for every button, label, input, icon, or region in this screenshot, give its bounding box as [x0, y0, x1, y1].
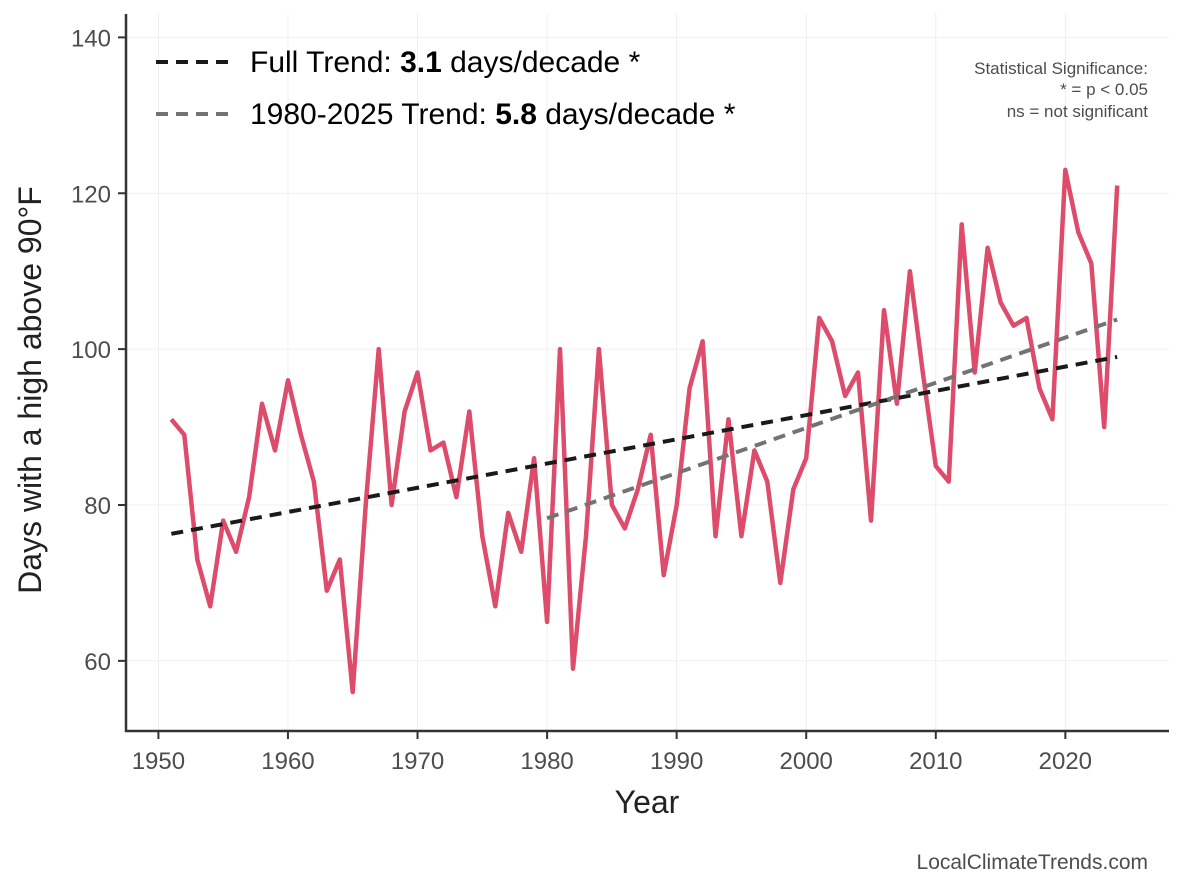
y-tick-label-140: 140	[71, 25, 111, 52]
legend-recent-trend-value: 5.8	[495, 98, 537, 131]
legend-full-trend-value: 3.1	[400, 46, 442, 79]
legend-full-trend-prefix: Full Trend:	[250, 46, 400, 79]
x-tick-label-1970: 1970	[391, 748, 444, 775]
legend: Full Trend: 3.1 days/decade * 1980-2025 …	[156, 46, 736, 131]
y-axis-title: Days with a high above 90°F	[12, 186, 48, 594]
y-tick-label-80: 80	[84, 493, 111, 520]
x-tick-label-1990: 1990	[650, 748, 703, 775]
series-line-0	[169, 167, 1120, 695]
x-tick-label-1980: 1980	[520, 748, 573, 775]
recent-trend-line	[546, 317, 1118, 521]
x-tick-label-2010: 2010	[909, 748, 962, 775]
significance-star: * = p < 0.05	[1060, 80, 1148, 99]
x-tick-label-2000: 2000	[780, 748, 833, 775]
axes	[124, 14, 1169, 733]
legend-full-trend-label: Full Trend: 3.1 days/decade *	[250, 46, 641, 79]
legend-recent-trend-prefix: 1980-2025 Trend:	[250, 98, 495, 131]
significance-note: Statistical Significance: * = p < 0.05 n…	[974, 59, 1148, 121]
significance-ns: ns = not significant	[1007, 102, 1149, 121]
y-tick-label-60: 60	[84, 649, 111, 676]
y-axis-ticks: 60 80 100 120 140	[71, 25, 126, 676]
trend-lines	[170, 317, 1118, 536]
x-axis-title: Year	[615, 784, 680, 820]
legend-recent-trend-label: 1980-2025 Trend: 5.8 days/decade *	[250, 98, 736, 131]
legend-full-trend-suffix: days/decade *	[442, 46, 641, 79]
credit-text: LocalClimateTrends.com	[917, 851, 1148, 874]
x-tick-label-2020: 2020	[1039, 748, 1092, 775]
x-axis-ticks: 1950 1960 1970 1980 1990 2000 2010 2020	[132, 731, 1092, 775]
grid	[126, 14, 1169, 731]
y-tick-label-120: 120	[71, 181, 111, 208]
legend-recent-trend-suffix: days/decade *	[537, 98, 736, 131]
full-trend-line	[170, 354, 1118, 536]
y-tick-label-100: 100	[71, 337, 111, 364]
x-tick-label-1960: 1960	[261, 748, 314, 775]
significance-title: Statistical Significance:	[974, 59, 1148, 78]
x-tick-label-1950: 1950	[132, 748, 185, 775]
data-series	[169, 167, 1120, 695]
axis-lines	[124, 14, 1169, 733]
